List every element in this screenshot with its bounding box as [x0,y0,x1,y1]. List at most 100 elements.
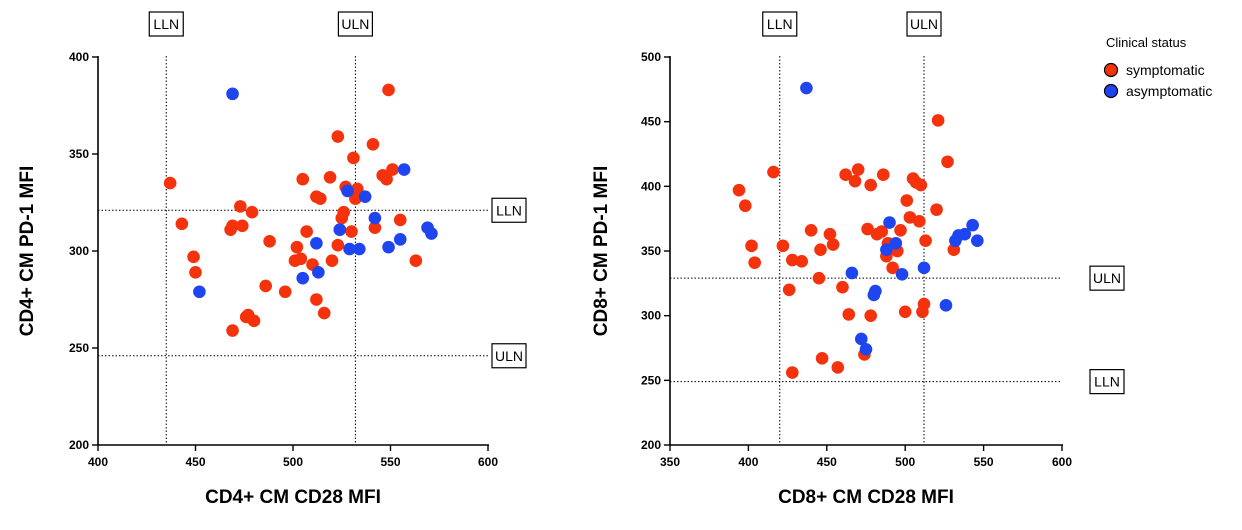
data-point-asymptomatic [312,266,325,279]
y-tick-label: 300 [641,309,661,323]
data-point-symptomatic [234,200,247,213]
data-point-symptomatic [931,114,945,127]
data-point-symptomatic [331,130,345,143]
data-point-symptomatic [815,352,829,365]
legend: Clinical status symptomatic asymptomatic [1103,35,1212,99]
data-point-symptomatic [296,172,310,186]
data-point-symptomatic [393,213,407,227]
data-point-asymptomatic [393,233,407,246]
data-point-asymptomatic [895,267,909,281]
data-point-symptomatic [913,214,926,228]
data-point-symptomatic [380,172,393,186]
data-point-symptomatic [263,235,276,248]
legend-marker-asymptomatic [1103,83,1119,99]
data-point-asymptomatic [368,211,382,225]
legend-label-symptomatic: symptomatic [1126,62,1205,78]
horizontal-reference-label-box [491,343,527,369]
data-point-symptomatic [839,168,852,181]
x-tick-label: 500 [895,455,915,469]
data-point-asymptomatic [889,236,903,250]
data-point-symptomatic [409,254,423,267]
data-point-symptomatic [738,199,752,213]
data-point-symptomatic [278,285,292,299]
y-tick-label: 350 [69,147,89,161]
data-point-symptomatic [914,178,928,192]
y-tick-label: 300 [69,244,89,258]
data-point-asymptomatic [966,218,979,232]
legend-title: Clinical status [1106,35,1187,50]
data-point-symptomatic [226,324,239,337]
data-point-symptomatic [864,309,878,322]
data-point-symptomatic [290,240,304,254]
data-point-symptomatic [226,219,239,233]
x-tick-label: 500 [283,455,303,469]
data-point-symptomatic [898,305,912,319]
data-point-asymptomatic [296,271,310,285]
x-tick-label: 350 [660,455,680,469]
data-point-symptomatic [259,279,273,293]
x-tick-label: 400 [88,455,108,469]
data-point-asymptomatic [397,163,411,176]
data-point-asymptomatic [845,266,859,280]
data-point-asymptomatic [226,87,239,101]
horizontal-reference-label: LLN [1094,374,1120,390]
y-tick-label: 250 [69,341,89,355]
cd8-scatter-plot: 350 400 450 500 550 600 200 250 300 350 400 450 500 C… [591,11,1125,508]
x-tick-label: 550 [380,455,400,469]
data-point-symptomatic [386,163,399,176]
horizontal-reference-label: ULN [495,348,523,364]
data-point-symptomatic [245,205,259,219]
data-point-symptomatic [767,165,780,179]
data-point-symptomatic [351,182,364,196]
horizontal-reference-label: LLN [496,202,522,218]
data-point-symptomatic [300,225,313,238]
y-axis-title: CD8+ CM PD-1 MFI [591,166,612,337]
data-point-asymptomatic [358,190,372,203]
data-point-asymptomatic [880,243,893,257]
data-point-symptomatic [930,203,943,216]
data-point-asymptomatic [917,261,931,275]
data-point-symptomatic [175,217,189,231]
data-point-symptomatic [310,293,323,306]
data-point-symptomatic [163,176,177,190]
data-point-asymptomatic [382,240,395,254]
vertical-reference-label-box [337,11,373,37]
data-point-symptomatic [782,283,796,297]
horizontal-reference-label-box [491,197,527,223]
data-point-asymptomatic [854,332,868,346]
data-point-symptomatic [826,238,840,251]
cd4-scatter-plot: 400 450 500 550 600 200 250 300 350 400 CD4+ CM CD… [17,11,527,508]
data-point-symptomatic [368,221,382,235]
data-point-symptomatic [814,243,827,257]
data-point-symptomatic [917,297,931,311]
data-point-symptomatic [247,314,261,328]
x-tick-label: 550 [974,455,994,469]
data-point-symptomatic [337,205,351,219]
data-point-symptomatic [919,234,932,247]
data-point-symptomatic [294,252,308,266]
y-tick-label: 350 [641,244,661,258]
data-point-asymptomatic [310,236,323,250]
vertical-reference-label-box [906,11,942,37]
data-point-symptomatic [349,192,362,205]
data-point-symptomatic [864,178,878,192]
vertical-reference-label: ULN [910,16,938,32]
y-tick-label: 450 [641,115,661,129]
x-tick-label: 450 [817,455,837,469]
y-tick-label: 400 [641,179,661,193]
vertical-reference-label: LLN [153,16,179,32]
horizontal-reference-label: ULN [1093,270,1121,286]
vertical-reference-label-box [148,11,184,37]
y-tick-label: 200 [69,438,89,452]
data-point-asymptomatic [343,242,356,256]
legend-label-asymptomatic: asymptomatic [1126,83,1212,99]
data-point-asymptomatic [859,342,873,356]
vertical-reference-label-box [762,11,798,37]
vertical-reference-label: LLN [767,16,793,32]
data-point-symptomatic [851,163,865,176]
data-point-symptomatic [323,170,337,184]
x-axis-title: CD8+ CM CD28 MFI [778,487,954,508]
vertical-reference-label: ULN [341,16,369,32]
data-point-symptomatic [236,219,249,233]
x-tick-label: 600 [478,455,498,469]
